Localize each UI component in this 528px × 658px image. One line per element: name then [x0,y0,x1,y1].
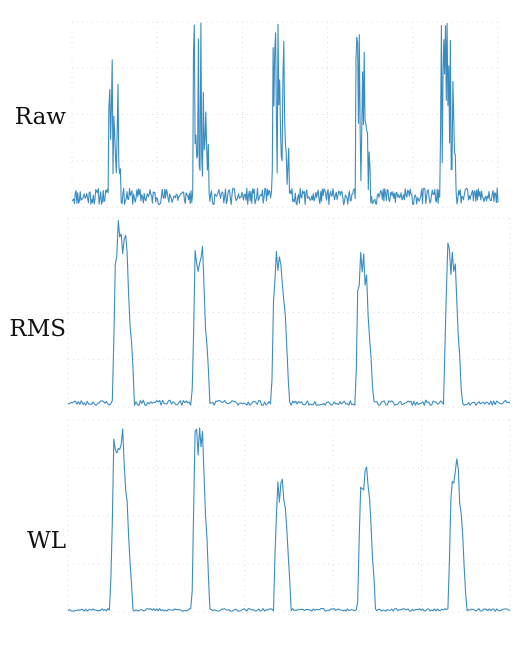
row-label-rms: RMS [9,316,66,342]
row-label-raw: Raw [15,104,67,130]
grid-wl [67,419,511,613]
series-line-raw [71,22,499,206]
panel-raw: Raw [15,21,499,208]
series-line-rms [67,220,511,406]
panel-wl: WL [27,419,511,613]
row-label-wl: WL [27,528,66,554]
panel-rms: RMS [9,217,511,408]
series-line-wl [67,427,511,612]
grid-rms [67,217,511,408]
grid-raw [71,21,499,208]
